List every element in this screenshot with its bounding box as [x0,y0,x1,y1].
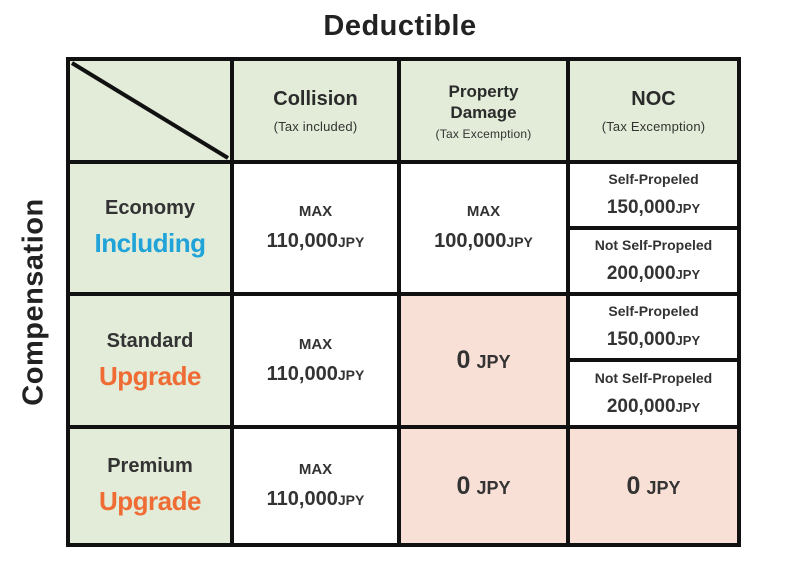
standard-noc-not-self: Not Self-Propeled 200,000JPY [570,362,737,425]
property-amount: 100,000JPY [434,230,533,252]
max-label: MAX [298,335,333,353]
zero-amount: 0 JPY [456,471,511,500]
noc-not-self-label: Not Self-Propeled [594,237,713,253]
row-standard-label: Standard Upgrade [70,296,230,425]
collision-amount: 110,000JPY [266,488,365,510]
header-collision: Collision (Tax included) [234,61,397,160]
zero-amount: 0 JPY [626,471,681,500]
noc-not-self-label: Not Self-Propeled [594,369,713,386]
standard-noc-self: Self-Propeled 150,000JPY [570,296,737,358]
economy-noc-not-self: Not Self-Propeled 200,000JPY [570,230,737,292]
row-economy-label: Economy Including [70,164,230,292]
max-label: MAX [298,203,333,220]
corner-cell [70,61,230,160]
premium-property-damage: 0 JPY [401,429,566,543]
premium-collision: MAX 110,000JPY [234,429,397,543]
premium-noc: 0 JPY [570,429,737,543]
row-premium-tag: Upgrade [99,486,201,516]
row-standard-tag: Upgrade [99,360,201,391]
header-collision-sub: (Tax included) [273,119,358,134]
row-premium-label: Premium Upgrade [70,429,230,543]
compensation-label: Compensation [17,198,50,406]
row-economy-name: Economy [104,197,196,219]
economy-property-damage: MAX 100,000JPY [401,164,566,292]
max-label: MAX [298,461,333,478]
header-noc-name: NOC [631,88,676,110]
collision-amount: 110,000JPY [266,362,365,385]
standard-collision: MAX 110,000JPY [234,296,397,425]
noc-self-label: Self-Propeled [608,171,699,187]
row-premium-name: Premium [107,455,193,477]
row-standard-name: Standard [106,329,194,352]
noc-not-self-amount: 200,000JPY [606,395,701,417]
economy-collision: MAX 110,000JPY [234,164,397,292]
header-noc: NOC (Tax Excemption) [570,61,737,160]
collision-amount: 110,000JPY [266,230,365,252]
noc-self-label: Self-Propeled [608,303,699,319]
header-property-sub: (Tax Excemption) [435,126,532,141]
diagonal-line [70,61,230,160]
header-property-damage: Property Damage (Tax Excemption) [401,61,566,160]
noc-self-amount: 150,000JPY [606,329,701,350]
standard-property-damage: 0 JPY [401,296,566,425]
noc-not-self-amount: 200,000JPY [606,263,701,284]
max-label: MAX [466,203,501,220]
noc-self-amount: 150,000JPY [606,197,701,218]
header-property-line1: Property [448,81,519,101]
header-noc-sub: (Tax Excemption) [601,119,706,134]
zero-amount: 0 JPY [456,346,511,374]
row-economy-tag: Including [94,228,206,258]
deductible-table: Collision (Tax included) Property Damage… [66,57,741,547]
header-collision-name: Collision [273,88,358,110]
table-title: Deductible [323,10,477,42]
economy-noc-self: Self-Propeled 150,000JPY [570,164,737,226]
header-property-line2: Damage [450,102,517,122]
